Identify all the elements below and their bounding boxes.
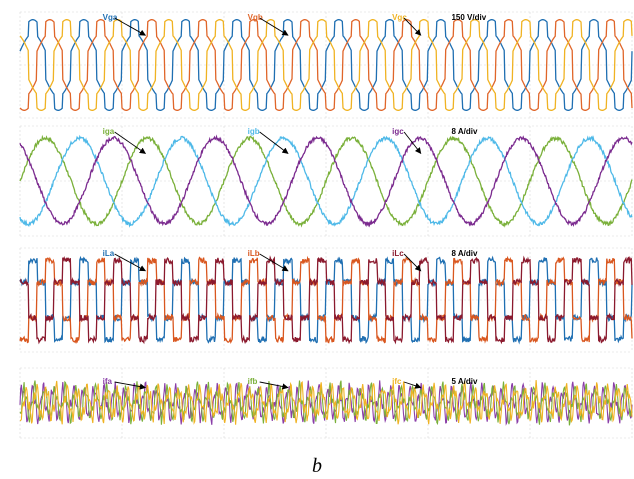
figure-caption: b bbox=[312, 455, 322, 477]
trace-iLb bbox=[19, 255, 633, 345]
scale-label: 5 A/div bbox=[451, 377, 477, 386]
trace-label-iga: iga bbox=[103, 127, 115, 136]
trace-label-iLa: iLa bbox=[103, 249, 115, 258]
annotation-arrow bbox=[259, 253, 289, 272]
trace-label-Vgc: Vgc bbox=[392, 13, 407, 22]
annotation-arrow bbox=[114, 17, 147, 36]
trace-Vgb bbox=[19, 19, 633, 111]
scope-panel-4: ifa ifb ifc 5 A/div bbox=[19, 367, 633, 439]
annotation-arrow bbox=[403, 381, 422, 389]
scale-label: 8 A/div bbox=[451, 127, 477, 136]
trace-label-ifb: ifb bbox=[248, 377, 258, 386]
trace-label-iLb: iLb bbox=[248, 249, 260, 258]
annotation-arrow bbox=[259, 381, 289, 390]
scope-panel-3: iLa iLb iLc 8 A/div bbox=[19, 247, 633, 353]
trace-ifc bbox=[19, 380, 633, 425]
trace-iLc bbox=[19, 255, 633, 345]
annotation-arrow bbox=[403, 17, 422, 36]
trace-label-Vgb: Vgb bbox=[248, 13, 263, 22]
scope-panel-1: Vga Vgb Vgc 150 V/div bbox=[19, 11, 633, 119]
annotation-arrow bbox=[259, 131, 289, 154]
trace-label-ifc: ifc bbox=[392, 377, 402, 386]
annotation-arrow bbox=[114, 131, 146, 154]
trace-Vga bbox=[19, 19, 633, 111]
trace-igb bbox=[19, 134, 633, 228]
scale-label: 8 A/div bbox=[451, 249, 477, 258]
annotation-arrow bbox=[403, 253, 422, 272]
trace-label-Vga: Vga bbox=[103, 13, 118, 22]
trace-iga bbox=[19, 134, 633, 228]
annotation-arrow bbox=[114, 381, 147, 390]
annotation-arrow bbox=[259, 17, 289, 36]
annotation-arrow bbox=[403, 131, 422, 154]
trace-label-igc: igc bbox=[392, 127, 404, 136]
trace-label-ifa: ifa bbox=[103, 377, 113, 386]
trace-igc bbox=[19, 134, 633, 228]
trace-ifa bbox=[19, 380, 633, 426]
scale-label: 150 V/div bbox=[451, 13, 486, 22]
trace-label-igb: igb bbox=[248, 127, 260, 136]
trace-Vgc bbox=[19, 19, 633, 111]
annotation-arrow bbox=[114, 253, 147, 272]
trace-label-iLc: iLc bbox=[392, 249, 404, 258]
scope-panel-2: iga igb igc 8 A/div bbox=[19, 125, 633, 237]
